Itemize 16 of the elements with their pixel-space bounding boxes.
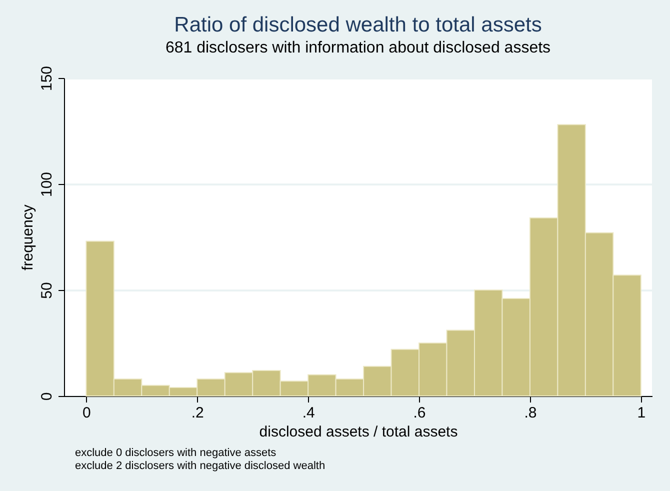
x-tick-label: .2 — [191, 404, 204, 422]
x-tick-label: 1 — [637, 404, 646, 422]
y-axis-title: frequency — [20, 204, 36, 270]
text: exclude 2 disclosers with negative disclosed wealth — [75, 460, 326, 473]
x-tick-label: .4 — [302, 404, 315, 422]
x-axis-title: disclosed assets / total assets — [259, 424, 458, 440]
x-tick-label: .6 — [413, 404, 426, 422]
chart-title: Ratio of disclosed wealth to total assets — [174, 13, 542, 36]
y-tick-label: 50 — [38, 282, 56, 299]
x-tick-label: 0 — [82, 404, 91, 422]
y-tick-label: 100 — [38, 172, 56, 198]
x-tick-label: .8 — [524, 404, 537, 422]
y-tick-label: 150 — [38, 66, 56, 92]
text: exclude 0 disclosers with negative assets — [75, 447, 278, 460]
y-tick-label: 0 — [38, 392, 56, 401]
chart-subtitle: 681 disclosers with information about disclosed assets — [165, 39, 551, 56]
